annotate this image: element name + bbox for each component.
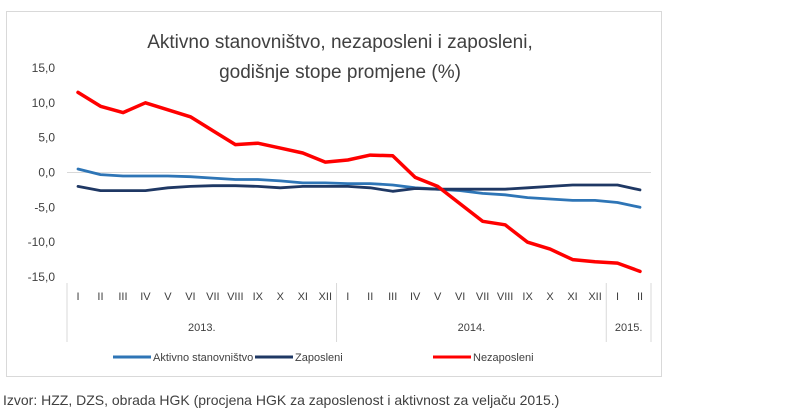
x-tick-label: XII (588, 291, 601, 303)
legend-label: Aktivno stanovništvo (153, 352, 253, 364)
x-tick-label: II (97, 291, 103, 303)
x-tick-label: I (346, 291, 349, 303)
series-line-zaposleni (76, 183, 642, 193)
x-tick-label: III (388, 291, 397, 303)
y-tick-label: 10,0 (32, 96, 56, 110)
x-tick-label: X (546, 291, 554, 303)
x-tick-label: VII (476, 291, 489, 303)
y-tick-label: 15,0 (32, 61, 56, 75)
x-tick-label: XI (298, 291, 308, 303)
x-tick-label: V (434, 291, 442, 303)
y-tick-label: 0,0 (38, 166, 55, 180)
x-tick-label: X (277, 291, 285, 303)
x-tick-label: I (76, 291, 79, 303)
x-group-label: 2013. (188, 322, 216, 334)
chart-title-line-1: Aktivno stanovništvo, nezaposleni i zapo… (147, 32, 533, 53)
x-tick-label: III (118, 291, 127, 303)
x-tick-label: VI (185, 291, 195, 303)
x-tick-label: VI (455, 291, 465, 303)
legend-label: Nezaposleni (473, 352, 534, 364)
chart-title-line-2: godišnje stope promjene (%) (219, 62, 461, 83)
x-tick-label: IX (253, 291, 264, 303)
x-tick-label: I (616, 291, 619, 303)
x-tick-label: II (367, 291, 373, 303)
x-tick-label: XII (319, 291, 332, 303)
x-tick-label: VIII (497, 291, 514, 303)
x-group-label: 2015. (615, 322, 643, 334)
x-tick-label: IX (522, 291, 533, 303)
y-tick-label: -15,0 (28, 270, 56, 284)
x-tick-label: II (637, 291, 643, 303)
y-tick-label: -5,0 (34, 200, 55, 214)
x-tick-label: VIII (227, 291, 244, 303)
x-tick-label: VII (206, 291, 219, 303)
x-tick-label: V (164, 291, 172, 303)
source-note: Izvor: HZZ, DZS, obrada HGK (procjena HG… (3, 392, 560, 408)
x-tick-label: XI (567, 291, 577, 303)
x-group-label: 2014. (458, 322, 486, 334)
legend-label: Zaposleni (295, 352, 343, 364)
x-tick-label: IV (140, 291, 151, 303)
y-tick-label: 5,0 (38, 131, 55, 145)
y-tick-label: -10,0 (28, 235, 56, 249)
series-line-nezaposleni (76, 90, 642, 274)
series-line-aktivno-stanovništvo (76, 167, 642, 209)
chart-frame (6, 11, 662, 377)
x-tick-label: IV (410, 291, 421, 303)
